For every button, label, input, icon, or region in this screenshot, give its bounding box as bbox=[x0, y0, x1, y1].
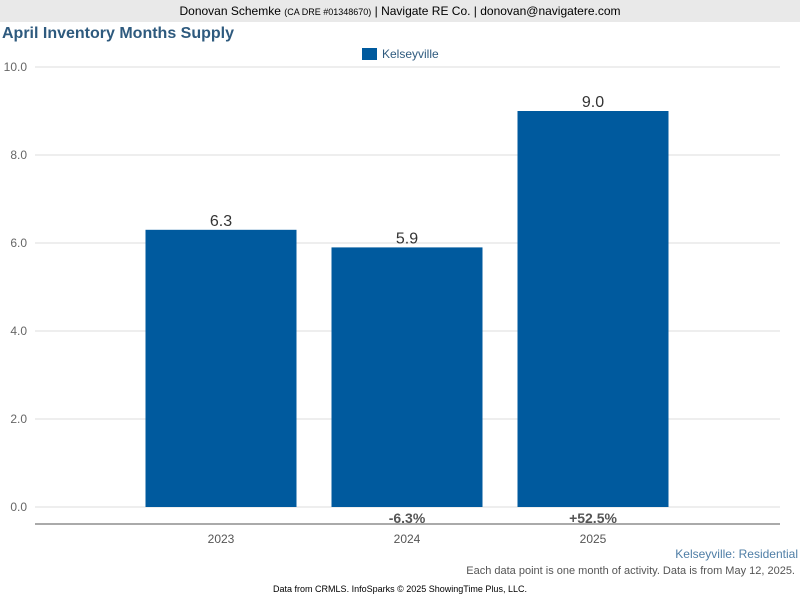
bar-value-label: 6.3 bbox=[210, 213, 232, 230]
x-tick-label: 2025 bbox=[580, 532, 607, 546]
y-tick-label: 0.0 bbox=[10, 500, 27, 514]
legend-label: Kelseyville bbox=[382, 47, 439, 61]
y-tick-label: 2.0 bbox=[10, 412, 27, 426]
bar-value-label: 5.9 bbox=[396, 230, 418, 247]
bar-chart: 0.0 2.0 4.0 6.0 8.0 10.0 6.3 2023 5.9 -6.3% 2024 9.… bbox=[4, 60, 780, 546]
agent-name: Donovan Schemke bbox=[179, 4, 281, 18]
y-tick-label: 8.0 bbox=[10, 148, 27, 162]
chart-legend[interactable]: Kelseyville bbox=[362, 46, 439, 62]
data-source-footer: Data from CRMLS. InfoSparks © 2025 Showi… bbox=[273, 584, 527, 594]
x-tick-label: 2024 bbox=[394, 532, 421, 546]
legend-swatch bbox=[362, 48, 377, 60]
x-tick-label: 2023 bbox=[208, 532, 235, 546]
bar-2024[interactable] bbox=[331, 247, 483, 507]
chart-title: April Inventory Months Supply bbox=[2, 25, 235, 42]
y-tick-label: 10.0 bbox=[4, 60, 28, 74]
agent-company-email: | Navigate RE Co. | donovan@navigatere.c… bbox=[374, 4, 621, 18]
bar-2023[interactable] bbox=[145, 229, 297, 508]
bar-2025[interactable] bbox=[517, 111, 669, 507]
y-tick-label: 4.0 bbox=[10, 324, 27, 338]
agent-license: (CA DRE #01348670) bbox=[284, 7, 372, 17]
change-percent-label: -6.3% bbox=[389, 510, 426, 526]
bar-value-label: 9.0 bbox=[582, 94, 604, 111]
data-note: Each data point is one month of activity… bbox=[466, 565, 795, 577]
y-tick-label: 6.0 bbox=[10, 236, 27, 250]
agent-header: Donovan Schemke (CA DRE #01348670) | Nav… bbox=[0, 0, 800, 22]
chart-subtitle: Kelseyville: Residential bbox=[675, 547, 798, 561]
change-percent-label: +52.5% bbox=[569, 510, 617, 526]
